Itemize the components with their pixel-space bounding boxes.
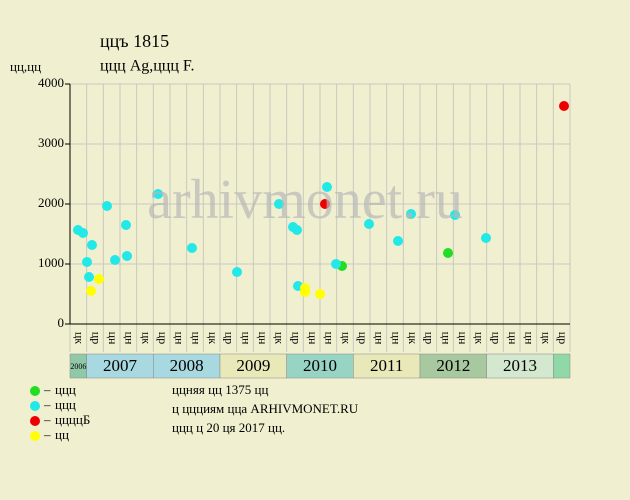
data-point: [443, 248, 453, 259]
year-label: 2010: [303, 356, 337, 375]
quarter-label: цк: [139, 332, 153, 344]
data-point: [559, 101, 569, 112]
note: ццняя цц 1375 цц: [172, 382, 268, 397]
quarter-label: цр: [223, 332, 237, 344]
quarter-label: цн: [523, 332, 537, 345]
data-point: [320, 199, 330, 209]
quarter-label: цк: [73, 332, 87, 344]
data-point: [153, 188, 163, 199]
year-band: [486, 353, 554, 379]
quarter-label: цн: [106, 332, 120, 345]
legend-dash: –: [43, 412, 51, 427]
data-point: [364, 218, 374, 229]
year-label: 2009: [236, 356, 270, 375]
legend-label: ццц: [55, 382, 76, 397]
data-point: [82, 257, 92, 268]
year-band: [286, 353, 354, 379]
year-label: 2007: [103, 356, 138, 375]
data-point: [232, 266, 242, 277]
year-band: [153, 353, 221, 379]
watermark: arhivmonet.ru: [147, 169, 463, 231]
quarter-label: цн: [123, 332, 137, 345]
legend-label: ццц: [55, 397, 76, 412]
year-label: 2013: [503, 356, 537, 375]
data-point: [78, 227, 88, 238]
data-point: [292, 224, 302, 235]
data-point: [110, 254, 120, 265]
quarter-label: цн: [189, 332, 203, 345]
quarter-label: цк: [406, 332, 420, 344]
year-label: 2011: [370, 356, 403, 375]
legend-marker: [30, 386, 40, 396]
data-point: [87, 239, 97, 250]
quarter-label: цк: [473, 332, 487, 344]
y-axis-label: цц,цц: [10, 59, 41, 74]
data-point: [450, 209, 460, 220]
legend-label: ццццБ: [55, 412, 90, 427]
legend-dash: –: [43, 382, 51, 397]
quarter-label: цк: [539, 332, 553, 344]
year-label: 2006: [70, 362, 86, 371]
data-point: [274, 199, 284, 209]
legend-marker: [30, 431, 40, 441]
quarter-label: цн: [173, 332, 187, 345]
legend-dash: –: [43, 397, 51, 412]
quarter-label: цн: [256, 332, 270, 345]
year-band: [219, 353, 287, 379]
quarter-label: цн: [323, 332, 337, 345]
data-point: [322, 182, 332, 193]
quarter-label: цр: [89, 332, 103, 344]
quarter-label: цн: [373, 332, 387, 345]
year-label: 2008: [170, 356, 204, 375]
data-point: [102, 200, 112, 211]
data-point: [300, 287, 310, 298]
legend-dash: –: [43, 427, 51, 442]
quarter-label: цн: [389, 332, 403, 345]
quarter-label: цк: [339, 332, 353, 344]
data-point: [187, 242, 197, 253]
data-point: [406, 209, 416, 220]
chart-subtitle: ццц Ag,ццц F.: [100, 58, 195, 75]
quarter-label: цр: [489, 332, 503, 344]
data-point: [331, 259, 341, 269]
note: ц ццциям цца ARHIVMONET.RU: [172, 401, 359, 416]
quarter-label: цр: [289, 332, 303, 344]
quarter-label: цн: [456, 332, 470, 345]
data-point: [122, 251, 132, 262]
year-band: [353, 353, 421, 379]
legend-label: цц: [55, 427, 69, 442]
y-tick-label: 1000: [38, 255, 64, 270]
quarter-label: цк: [206, 332, 220, 344]
data-point: [121, 220, 131, 230]
quarter-label: цр: [156, 332, 170, 344]
y-tick-label: 4000: [38, 75, 64, 90]
chart-title: ццъ 1815: [100, 31, 169, 51]
y-tick-label: 3000: [38, 135, 64, 150]
data-point: [393, 236, 403, 247]
year-band: [553, 353, 571, 379]
y-tick-label: 2000: [38, 195, 64, 210]
quarter-label: цн: [306, 332, 320, 345]
legend-marker: [30, 401, 40, 411]
data-point: [481, 233, 491, 244]
quarter-label: цн: [506, 332, 520, 345]
y-tick-label: 0: [58, 315, 65, 330]
year-label: 2012: [436, 356, 470, 375]
quarter-label: цн: [439, 332, 453, 345]
data-point: [315, 289, 325, 299]
data-point: [84, 272, 94, 283]
note: ццц ц 20 ця 2017 цц.: [172, 420, 285, 435]
data-point: [86, 286, 96, 296]
legend-marker: [30, 416, 40, 426]
quarter-label: цн: [239, 332, 253, 345]
quarter-label: цк: [273, 332, 287, 344]
year-band: [419, 353, 487, 379]
quarter-label: цр: [423, 332, 437, 344]
quarter-label: цр: [356, 332, 370, 344]
data-point: [94, 274, 104, 284]
quarter-label: цр: [556, 332, 570, 344]
